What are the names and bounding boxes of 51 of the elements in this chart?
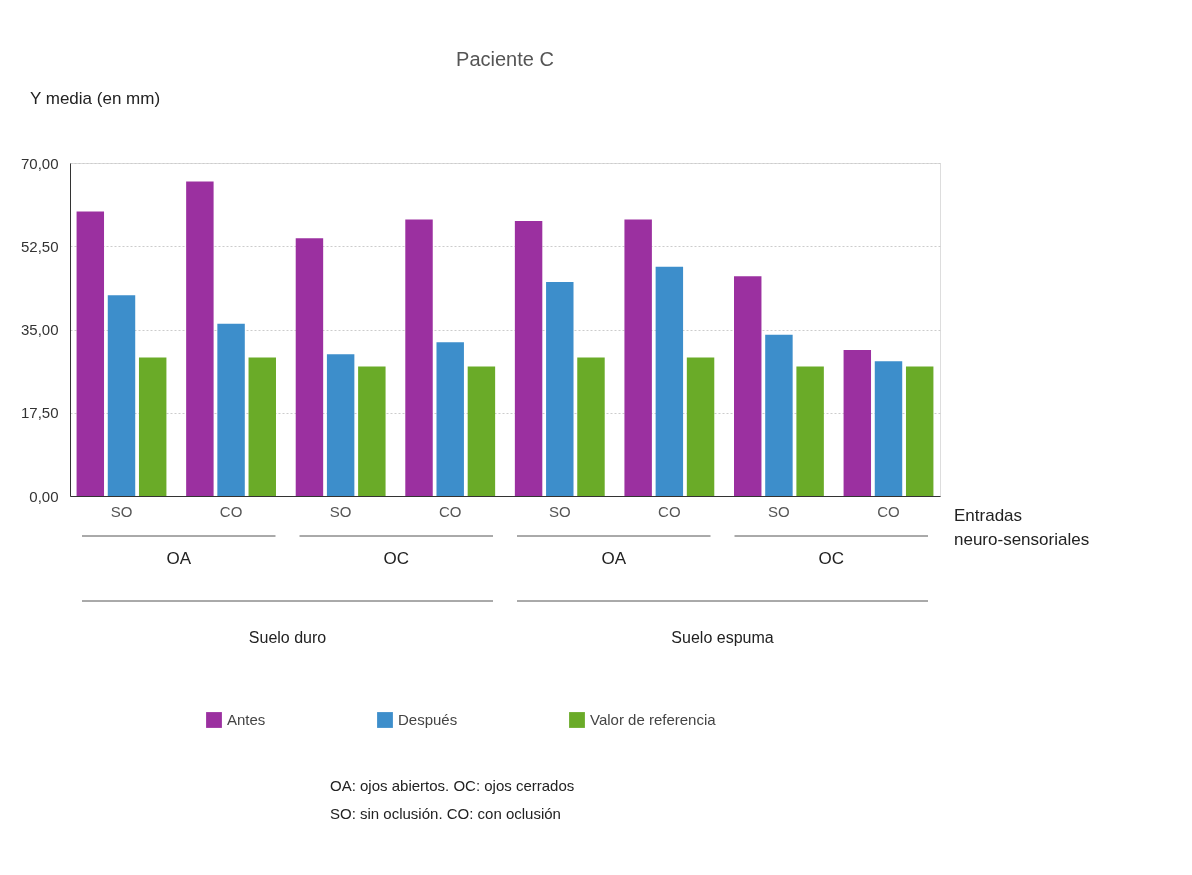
x-tick-label: SO	[548, 502, 571, 520]
bar	[217, 323, 245, 496]
x-axis-title: Entradas neuro-sensoriales	[954, 506, 1090, 549]
bar	[843, 349, 872, 496]
x-tick-label: CO	[219, 502, 243, 520]
y-tick-label: 52,50	[20, 237, 59, 255]
bar	[358, 366, 386, 496]
text: OC	[383, 549, 409, 568]
bar	[546, 281, 574, 496]
y-tick-label: 70,00	[20, 154, 59, 172]
bar	[734, 276, 762, 496]
chart-title: Paciente C	[456, 48, 554, 70]
y-axis-title: Y media (en mm)	[30, 89, 161, 108]
bar	[436, 342, 464, 496]
bar	[624, 219, 652, 496]
text: OA: ojos abiertos. OC: ojos cerrados	[330, 777, 575, 794]
x-tick-label: CO	[877, 502, 900, 520]
bar	[467, 366, 496, 496]
x-tick-label: SO	[110, 502, 133, 520]
bar	[76, 211, 105, 496]
x-tick-label: SO	[329, 502, 352, 520]
text: OA	[166, 549, 192, 568]
x-tick-label: SO	[768, 502, 790, 520]
text: OC	[818, 549, 844, 568]
x-tick-label: CO	[658, 502, 681, 520]
text: SO: sin oclusión. CO: con oclusión	[330, 805, 561, 822]
legend-label: Antes	[227, 711, 266, 728]
text: OA	[601, 549, 627, 568]
x-tick-label: CO	[438, 502, 462, 520]
bar	[577, 357, 605, 496]
bar	[248, 357, 276, 496]
y-tick-label: 17,50	[20, 404, 59, 422]
legend-label: Valor de referencia	[590, 711, 717, 728]
bar	[138, 357, 167, 496]
bar	[874, 361, 903, 496]
bar	[655, 266, 684, 496]
legend-label: Después	[398, 711, 458, 728]
bar	[796, 366, 824, 496]
y-tick-label: 0,00	[29, 487, 59, 505]
bar	[107, 295, 136, 496]
bar	[514, 221, 543, 496]
text: Suelo duro	[248, 629, 327, 646]
y-tick-label: 35,00	[20, 321, 59, 338]
text: Suelo espuma	[671, 629, 774, 646]
bar	[905, 366, 934, 496]
bar	[295, 238, 324, 496]
bar	[765, 334, 793, 496]
bar	[686, 357, 715, 496]
bar	[405, 219, 433, 496]
bar	[326, 354, 355, 496]
bar	[186, 181, 214, 496]
